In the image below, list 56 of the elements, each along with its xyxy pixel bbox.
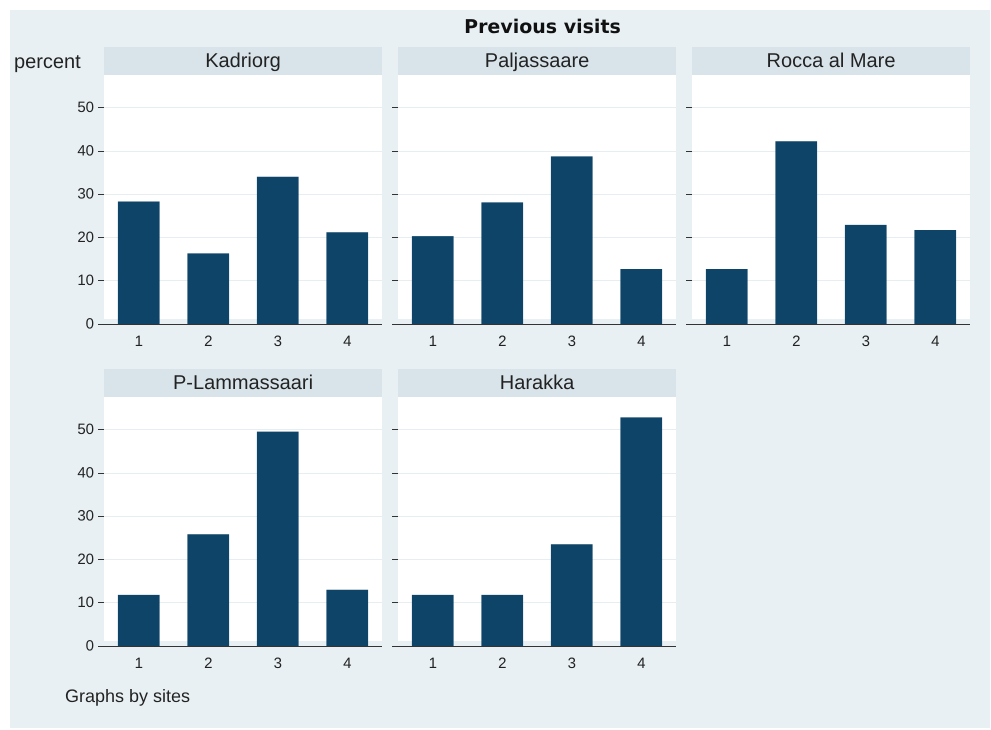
- x-tick-label: 4: [637, 655, 646, 672]
- x-tick-label: 1: [134, 333, 143, 350]
- bar: [706, 269, 748, 324]
- x-tick-label: 2: [792, 333, 800, 350]
- chart-title: P-Lammassaari: [104, 369, 382, 397]
- bar: [844, 224, 887, 324]
- chart-title: Paljassaare: [398, 47, 676, 75]
- x-tick-label: 3: [274, 333, 282, 350]
- x-tick-label: 2: [498, 655, 506, 672]
- chart-title: Harakka: [398, 369, 676, 397]
- x-tick-label: 2: [204, 655, 212, 672]
- x-tick-label: 1: [722, 333, 731, 350]
- x-tick-label: 3: [568, 333, 576, 350]
- bar: [914, 230, 956, 324]
- bar: [620, 269, 662, 324]
- x-tick-label: 2: [498, 333, 506, 350]
- x-tick-label: 3: [862, 333, 870, 350]
- x-tick-label: 4: [343, 333, 352, 350]
- y-tick-label: 40: [77, 142, 94, 160]
- chart-title: Kadriorg: [104, 47, 382, 75]
- bar: [187, 534, 230, 646]
- y-tick-label: 40: [77, 464, 94, 482]
- bar: [118, 201, 160, 324]
- x-tick-label: 1: [428, 333, 437, 350]
- y-tick-label: 50: [77, 98, 94, 116]
- x-tick-label: 4: [343, 655, 352, 672]
- bar: [481, 202, 524, 324]
- x-tick-label: 1: [134, 655, 143, 672]
- bar: [256, 176, 299, 324]
- y-tick-label: 20: [77, 550, 94, 568]
- y-axis-title: percent: [14, 51, 81, 74]
- x-tick-label: 4: [637, 333, 646, 350]
- bar: [412, 236, 454, 324]
- x-tick-label: 2: [204, 333, 212, 350]
- bar: [187, 253, 230, 324]
- y-tick-label: 30: [77, 508, 94, 525]
- x-tick-label: 3: [274, 655, 282, 672]
- y-tick-label: 0: [86, 316, 94, 332]
- y-tick-label: 50: [77, 420, 94, 438]
- y-tick-label: 0: [86, 638, 94, 654]
- y-tick-label: 10: [77, 272, 94, 290]
- chart-title: Rocca al Mare: [692, 47, 970, 75]
- x-tick-label: 1: [428, 655, 437, 672]
- x-tick-label: 3: [568, 655, 576, 672]
- bar: [326, 590, 368, 646]
- text: Previous visits: [463, 16, 622, 38]
- x-tick-label: 4: [931, 333, 940, 350]
- bar: [118, 594, 160, 646]
- y-tick-label: 20: [77, 228, 94, 246]
- text: Graphs by sites: [65, 686, 190, 707]
- bar: [326, 232, 368, 324]
- y-tick-label: 10: [77, 594, 94, 612]
- bar: [775, 141, 818, 324]
- bar: [550, 156, 593, 324]
- y-tick-label: 30: [77, 186, 94, 203]
- bar: [256, 432, 299, 646]
